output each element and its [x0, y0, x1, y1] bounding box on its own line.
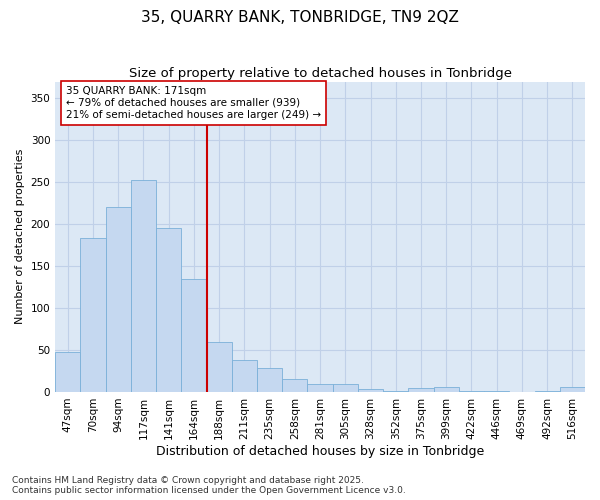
X-axis label: Distribution of detached houses by size in Tonbridge: Distribution of detached houses by size …: [156, 444, 484, 458]
Bar: [459, 391, 484, 392]
Bar: [383, 391, 409, 392]
Bar: [332, 384, 358, 392]
Bar: [181, 278, 206, 392]
Title: Size of property relative to detached houses in Tonbridge: Size of property relative to detached ho…: [128, 68, 512, 80]
Bar: [257, 368, 282, 392]
Bar: [106, 208, 131, 392]
Bar: [55, 352, 80, 392]
Bar: [131, 180, 156, 392]
Bar: [484, 391, 509, 392]
Text: 35 QUARRY BANK: 171sqm
← 79% of detached houses are smaller (939)
21% of semi-de: 35 QUARRY BANK: 171sqm ← 79% of detached…: [66, 86, 321, 120]
Bar: [80, 238, 106, 392]
Bar: [409, 388, 434, 392]
Text: 35, QUARRY BANK, TONBRIDGE, TN9 2QZ: 35, QUARRY BANK, TONBRIDGE, TN9 2QZ: [141, 10, 459, 25]
Bar: [434, 387, 459, 392]
Bar: [535, 391, 560, 392]
Text: Contains HM Land Registry data © Crown copyright and database right 2025.
Contai: Contains HM Land Registry data © Crown c…: [12, 476, 406, 495]
Bar: [560, 387, 585, 392]
Bar: [232, 360, 257, 392]
Bar: [206, 342, 232, 392]
Bar: [307, 384, 332, 392]
Bar: [282, 380, 307, 392]
Bar: [358, 388, 383, 392]
Bar: [156, 228, 181, 392]
Y-axis label: Number of detached properties: Number of detached properties: [15, 149, 25, 324]
